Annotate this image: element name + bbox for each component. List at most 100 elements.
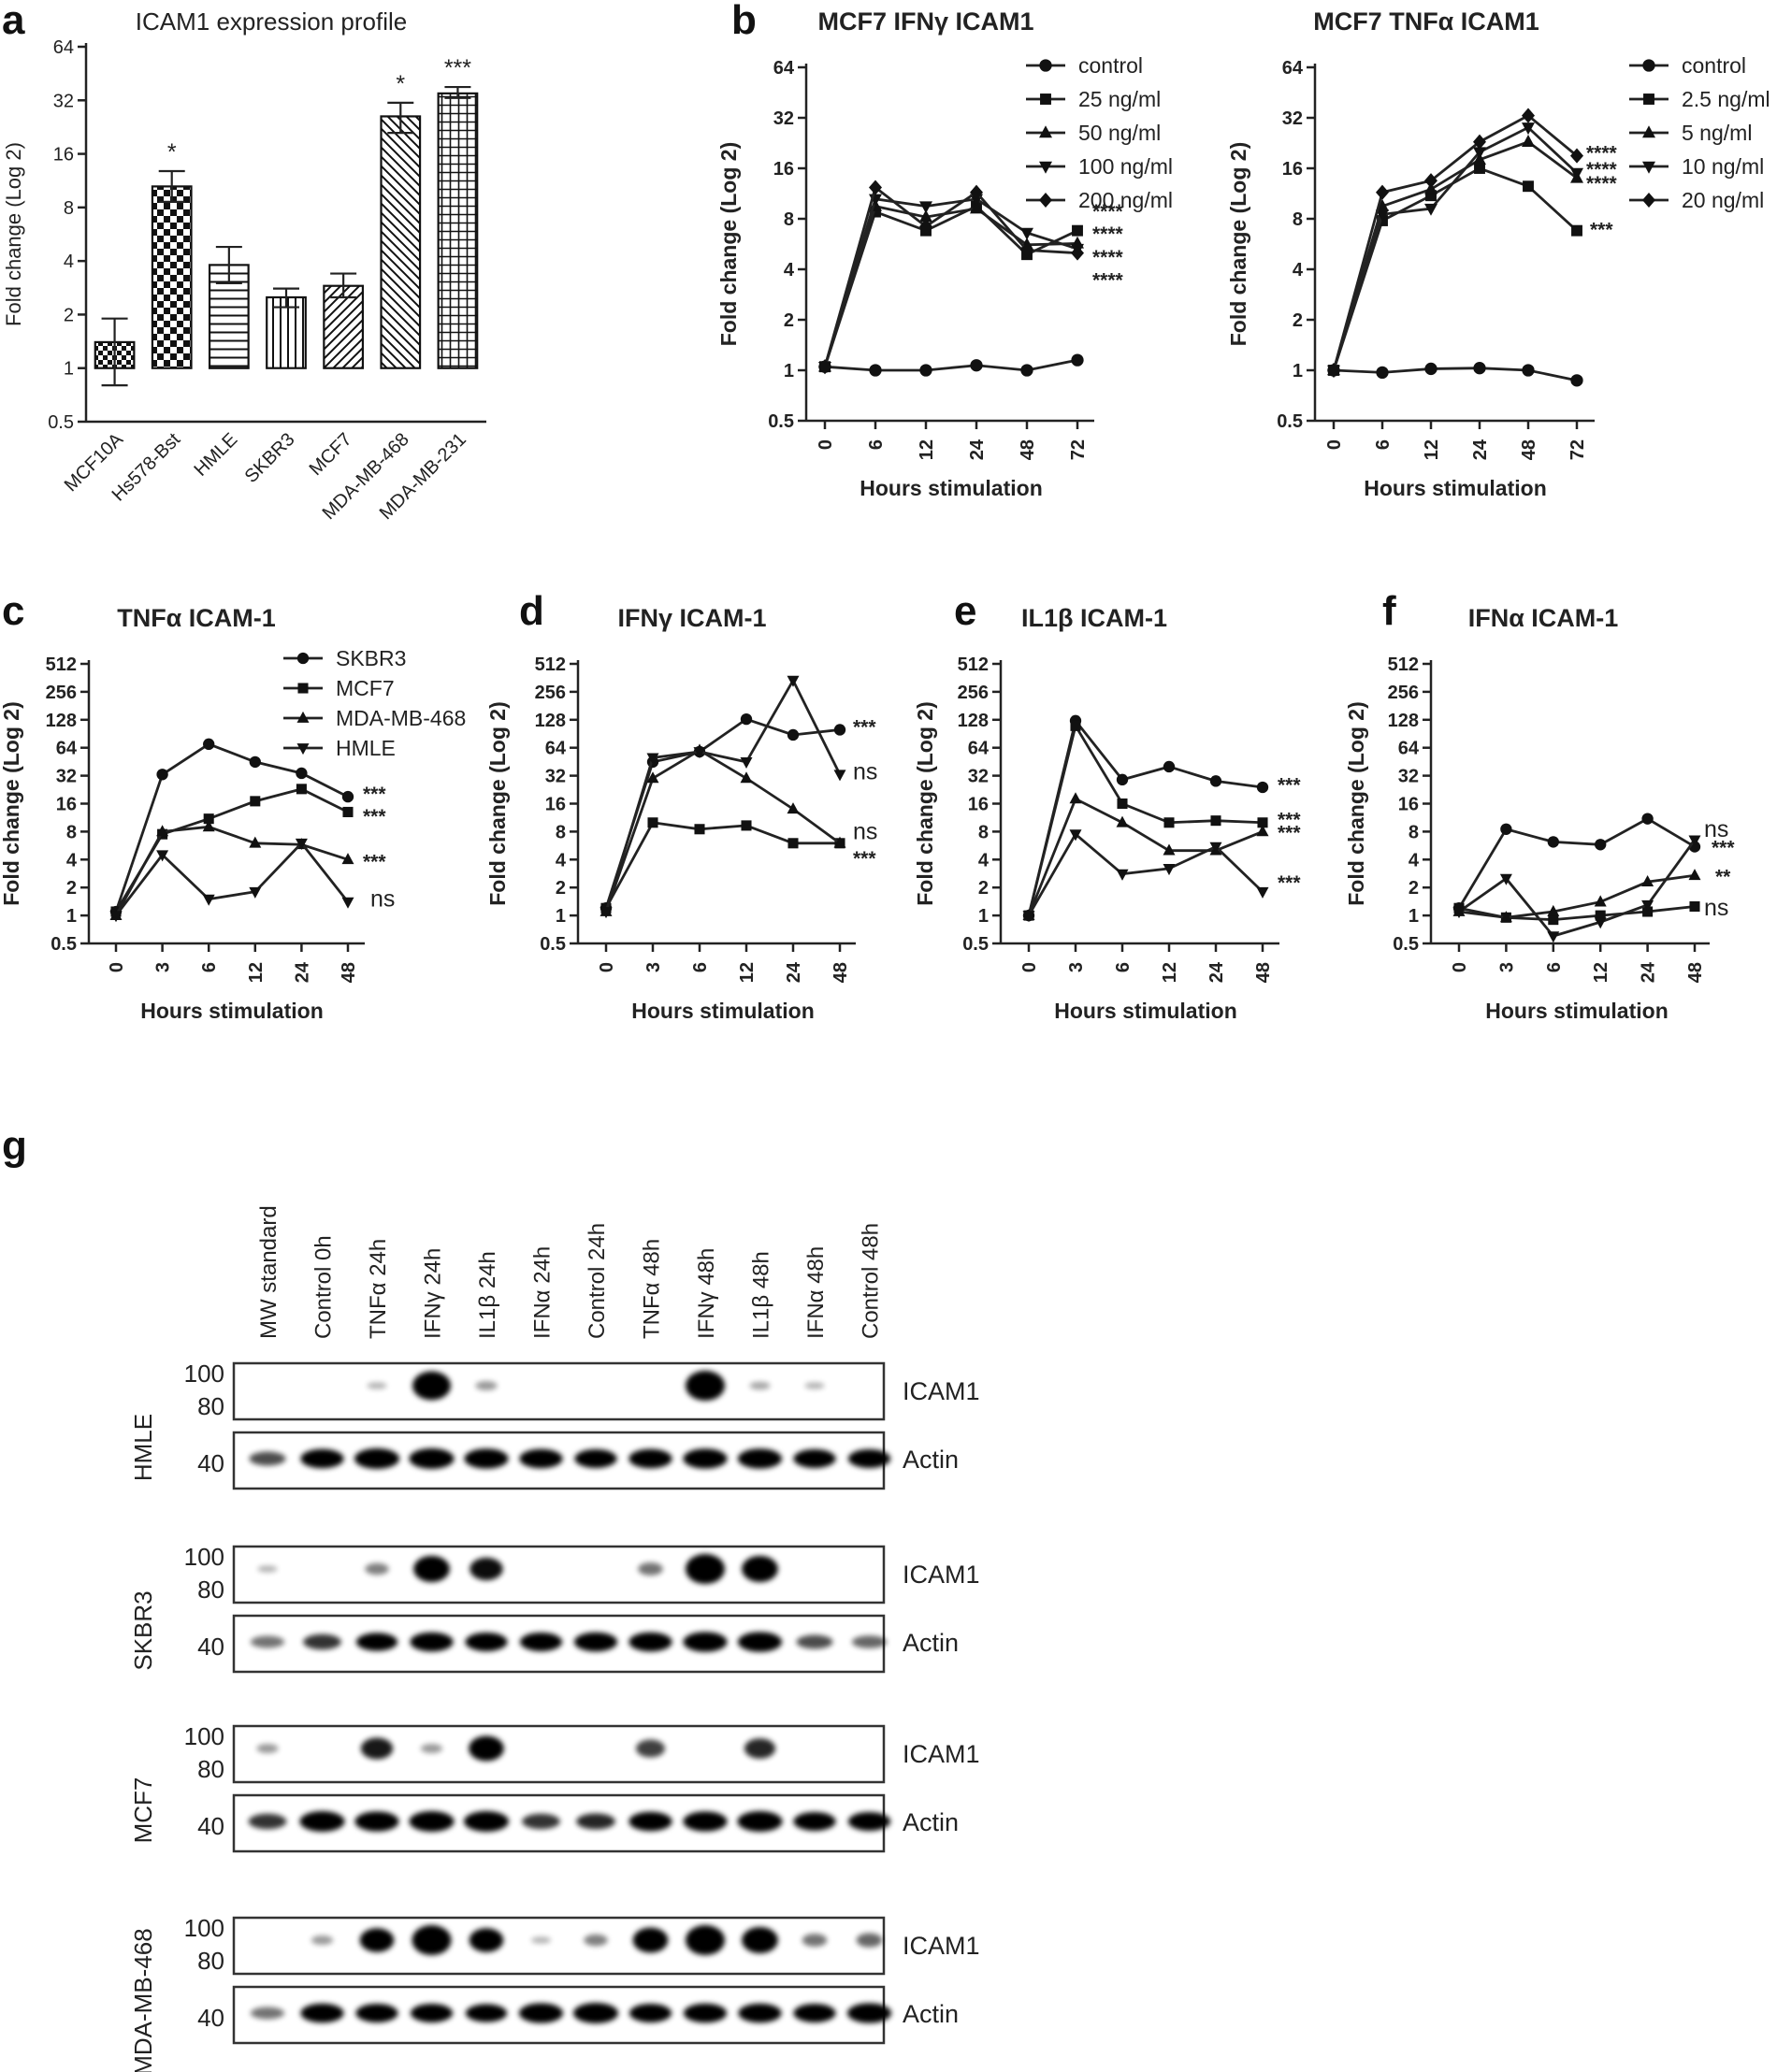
mw-label: 100 <box>184 1722 224 1750</box>
legend-marker <box>1642 192 1655 209</box>
panel-label-f: f <box>1382 588 1396 634</box>
panel-label-c: c <box>2 588 24 634</box>
data-point <box>741 820 752 831</box>
data-point <box>1641 813 1654 825</box>
mw-label: 100 <box>184 1543 224 1571</box>
series-control <box>1327 362 1583 387</box>
legend-label: 50 ng/ml <box>1078 121 1161 145</box>
data-point <box>342 806 354 817</box>
series-line <box>1458 839 1697 938</box>
y-axis-label: Fold change (Log 2) <box>0 701 23 906</box>
legend-marker <box>1642 125 1655 138</box>
icam-blot <box>232 1724 886 1784</box>
mw-label: 40 <box>197 1449 224 1477</box>
y-tick-label: 2 <box>556 878 566 899</box>
icam-blot <box>232 1545 886 1604</box>
mw-label: 40 <box>197 1812 224 1840</box>
band <box>257 1565 278 1573</box>
y-tick-label: 64 <box>53 37 74 58</box>
data-point <box>740 712 753 726</box>
lane-label: TNFα 48h <box>640 1239 665 1339</box>
band <box>573 1632 618 1652</box>
band <box>354 1448 399 1469</box>
series-100-ng-ml <box>818 194 1084 374</box>
bar <box>380 115 422 369</box>
data-point <box>1022 911 1035 923</box>
legend-label: control <box>1682 53 1746 78</box>
x-tick-label: HMLE <box>191 429 242 481</box>
series-200-ng-ml <box>818 180 1084 375</box>
y-tick-label: 0.5 <box>768 411 794 432</box>
series-20-ng-ml <box>1327 108 1583 379</box>
y-tick-label: 8 <box>1409 822 1419 842</box>
data-point <box>869 180 882 195</box>
data-point <box>1522 122 1535 136</box>
band <box>802 1934 828 1947</box>
band <box>256 1744 279 1753</box>
data-point <box>1474 163 1485 174</box>
y-tick-label: 2 <box>66 878 77 899</box>
y-tick-label: 512 <box>958 655 989 675</box>
lane-label: IFNα 48h <box>803 1246 829 1339</box>
y-tick-label: 1 <box>1409 906 1419 927</box>
error-bar <box>215 245 242 285</box>
x-tick-label: 6 <box>1373 439 1394 450</box>
band <box>299 1811 345 1832</box>
y-tick-label: 0.5 <box>1393 934 1419 955</box>
data-point <box>1571 224 1582 237</box>
icam-blot <box>232 1361 886 1421</box>
lane-label: Control 24h <box>585 1223 610 1339</box>
data-point <box>1070 720 1081 731</box>
series-line <box>604 821 840 909</box>
x-axis-label: Hours stimulation <box>860 476 1043 500</box>
significance-label: **** <box>1586 159 1618 180</box>
y-tick-label: 8 <box>784 209 794 230</box>
x-tick-label: 72 <box>1068 439 1089 460</box>
significance-label: *** <box>363 851 386 872</box>
chart-title: IFNα ICAM-1 <box>1468 604 1619 632</box>
band <box>683 1811 728 1832</box>
band <box>742 1926 778 1954</box>
series-line <box>114 825 349 916</box>
x-tick-label: 12 <box>1591 962 1611 983</box>
data-point <box>970 184 983 200</box>
data-point <box>202 894 215 906</box>
legend-label: 20 ng/ml <box>1682 188 1764 212</box>
data-point <box>1499 911 1512 923</box>
mw-label: 40 <box>197 2004 224 2032</box>
band <box>573 2003 618 2023</box>
data-point <box>1424 203 1437 216</box>
band <box>576 1813 615 1830</box>
data-point <box>341 790 354 803</box>
x-tick-label: 6 <box>1113 962 1134 972</box>
protein-label: Actin <box>903 1808 959 1836</box>
y-tick-label: 1 <box>1293 361 1303 381</box>
series-line <box>1027 832 1264 916</box>
data-point <box>1163 864 1176 876</box>
band <box>683 2003 728 2023</box>
legend: control 2.5 ng/ml 5 ng/ml 10 ng/ml 20 ng/ml <box>1629 53 1770 212</box>
legend-label: SKBR3 <box>336 646 406 670</box>
band <box>737 1632 783 1652</box>
x-tick-label: 48 <box>1685 962 1706 983</box>
significance-label: *** <box>444 55 471 81</box>
data-point <box>1424 173 1437 189</box>
series-skbr3 <box>1452 813 1701 914</box>
blot-group-mcf7: MCF7 100 80 ICAM1 40 Actin <box>129 1722 980 1853</box>
y-tick-label: 16 <box>1398 795 1419 815</box>
data-point <box>1163 843 1176 856</box>
x-tick-label: 3 <box>1496 962 1517 972</box>
data-point <box>1595 839 1607 851</box>
data-point <box>919 219 932 235</box>
legend-label: control <box>1078 53 1143 78</box>
y-tick-label: 2 <box>64 305 74 325</box>
y-tick-label: 128 <box>1388 711 1419 731</box>
series-line <box>1332 140 1578 371</box>
data-point <box>647 817 658 828</box>
cell-line-label: SKBR3 <box>129 1590 157 1670</box>
bar <box>266 295 307 369</box>
data-point <box>1594 895 1607 907</box>
legend-marker <box>296 711 310 723</box>
x-tick-label: MCF7 <box>306 429 356 480</box>
mw-label: 100 <box>184 1360 224 1388</box>
